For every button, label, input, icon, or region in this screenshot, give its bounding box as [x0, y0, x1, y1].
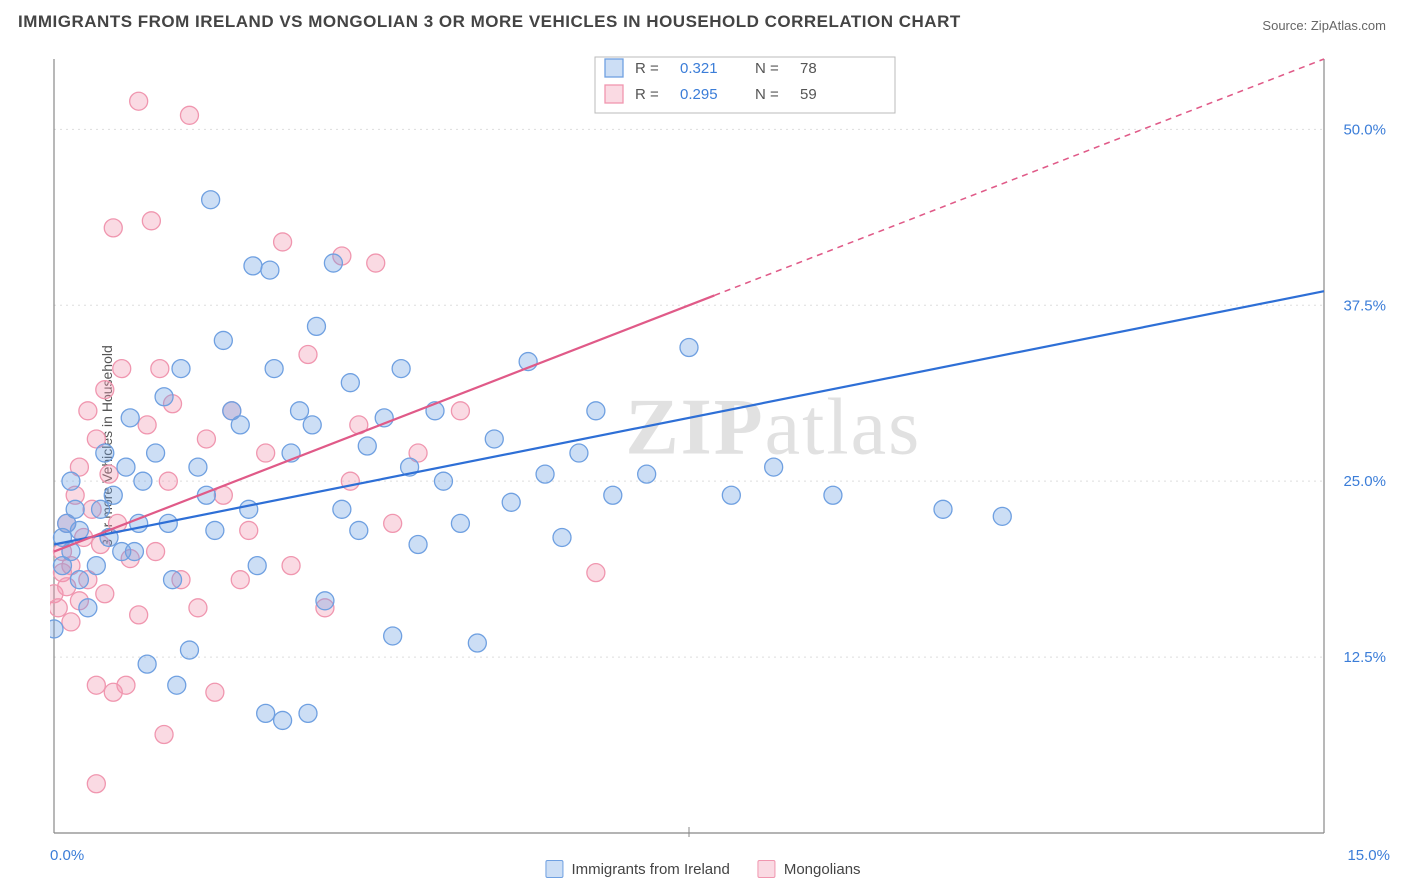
legend-item-mongolians: Mongolians: [758, 860, 861, 878]
x-tick-label: 0.0%: [50, 847, 84, 864]
svg-text:0.295: 0.295: [680, 86, 718, 103]
source-attribution: Source: ZipAtlas.com: [1262, 18, 1386, 33]
scatter-chart: 12.5% 25.0% 37.5% 50.0% R = 0.321 N = 78 R = 0.29…: [50, 55, 1394, 837]
legend-bottom: Immigrants from Ireland Mongolians: [545, 860, 860, 878]
svg-text:59: 59: [800, 86, 817, 103]
svg-text:R =: R =: [635, 60, 659, 77]
svg-text:50.0%: 50.0%: [1343, 121, 1386, 138]
svg-text:12.5%: 12.5%: [1343, 649, 1386, 666]
legend-label: Immigrants from Ireland: [571, 861, 729, 878]
legend-swatch: [758, 860, 776, 878]
svg-text:N =: N =: [755, 60, 779, 77]
source-name: ZipAtlas.com: [1311, 18, 1386, 33]
svg-text:25.0%: 25.0%: [1343, 473, 1386, 490]
svg-text:0.321: 0.321: [680, 60, 718, 77]
chart-title: IMMIGRANTS FROM IRELAND VS MONGOLIAN 3 O…: [18, 12, 961, 32]
legend-item-ireland: Immigrants from Ireland: [545, 860, 729, 878]
source-label: Source:: [1262, 18, 1307, 33]
x-tick-label: 15.0%: [1347, 847, 1390, 864]
svg-text:N =: N =: [755, 86, 779, 103]
svg-text:78: 78: [800, 60, 817, 77]
legend-swatch: [545, 860, 563, 878]
svg-text:37.5%: 37.5%: [1343, 297, 1386, 314]
svg-text:R =: R =: [635, 86, 659, 103]
plot-area: 12.5% 25.0% 37.5% 50.0% R = 0.321 N = 78 R = 0.29…: [50, 55, 1394, 837]
legend-label: Mongolians: [784, 861, 861, 878]
